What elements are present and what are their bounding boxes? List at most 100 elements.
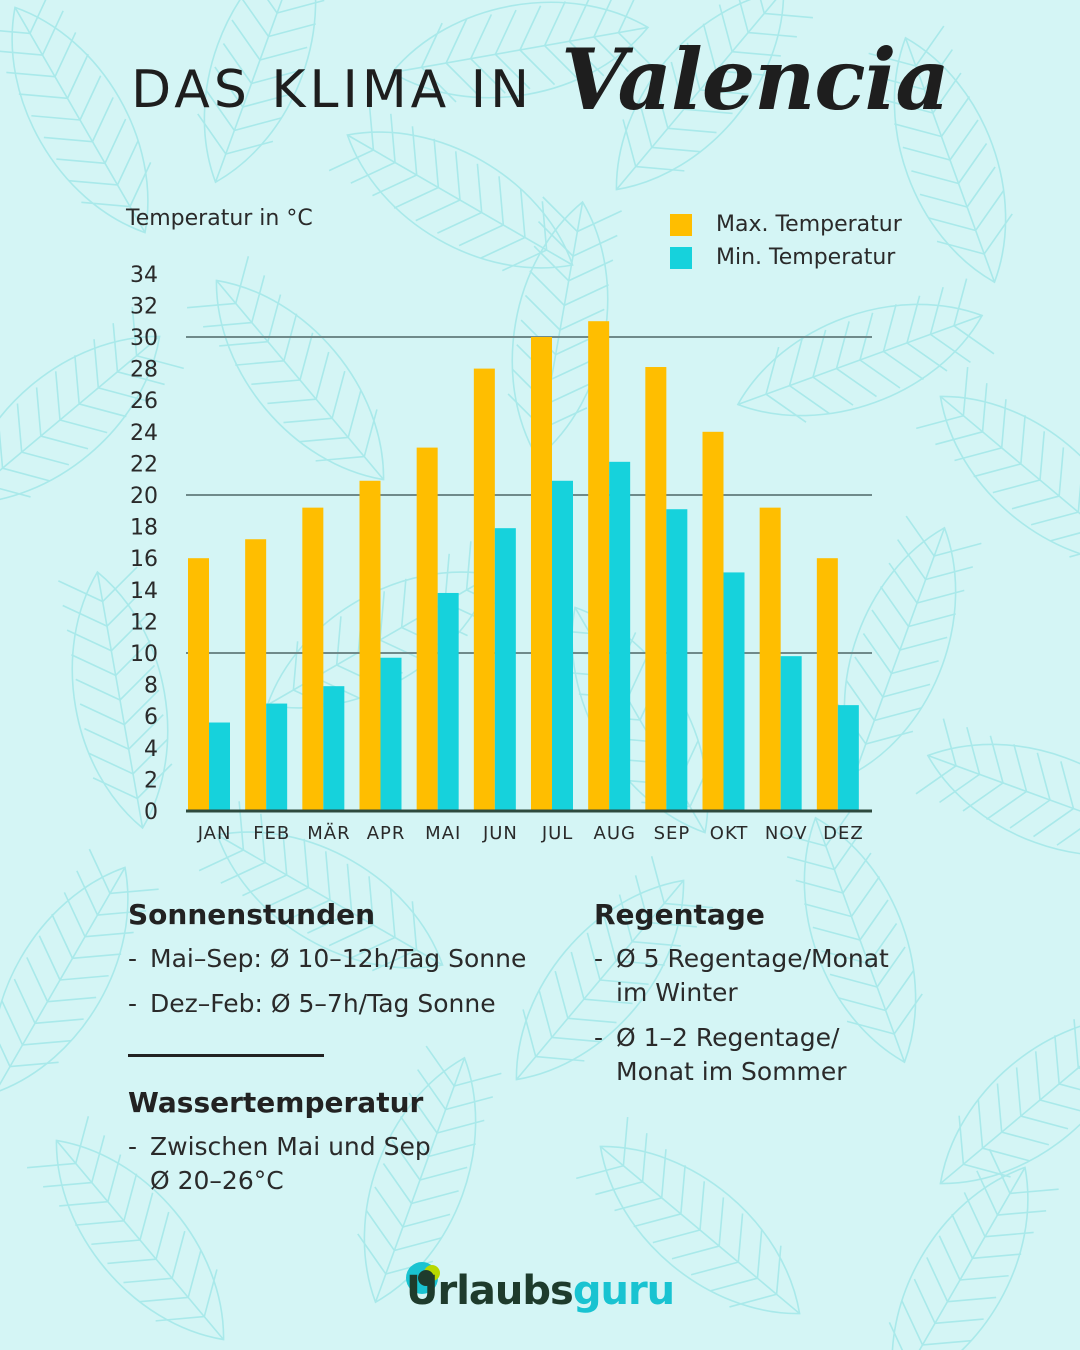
- leaf-shape: [0, 0, 152, 234]
- leaf-vein: [778, 832, 827, 847]
- leaf-vein: [812, 376, 854, 406]
- leaf-vein: [97, 910, 147, 916]
- leaf-vein: [718, 1197, 725, 1247]
- leaf-vein: [1069, 543, 1080, 558]
- leaf-vein: [846, 1020, 895, 1035]
- leaf-vein: [546, 382, 592, 405]
- leaf-vein: [13, 978, 36, 1024]
- leaf-vein: [116, 140, 139, 186]
- legend-item-min: Min. Temperatur: [670, 241, 902, 274]
- leaf-vein: [599, 979, 649, 986]
- leaf-vein: [382, 1163, 413, 1204]
- leaf-vein: [997, 1210, 1047, 1216]
- sun-section-title: Sonnenstunden: [128, 898, 376, 931]
- leaf-vein: [267, 294, 282, 342]
- x-tick-label: DEZ: [823, 823, 864, 844]
- leaf-vein: [865, 730, 914, 745]
- leaf-vein: [973, 463, 1022, 478]
- bullet-dash: -: [594, 1023, 604, 1052]
- leaf-vein: [919, 193, 968, 208]
- leaf-vein: [235, 360, 285, 366]
- leaf-vein: [1054, 1035, 1060, 1085]
- leaf-vein: [91, 97, 114, 142]
- leaf-vein: [379, 591, 386, 641]
- leaf-vein: [2, 467, 50, 482]
- leaf-vein: [131, 307, 138, 356]
- leaf-vein: [58, 580, 103, 603]
- leaf-vein: [75, 678, 121, 701]
- leaf-vein: [664, 902, 713, 909]
- leaf-vein: [632, 940, 681, 947]
- leaf-vein: [234, 256, 250, 304]
- leaf-vein: [976, 1170, 999, 1216]
- leaf-vein: [315, 455, 365, 462]
- leaf-vein: [533, 245, 570, 282]
- leaf-outline: [939, 1015, 1080, 1185]
- leaf-vein: [915, 765, 957, 795]
- leaf-vein: [350, 936, 396, 959]
- leaf-vein: [324, 851, 331, 901]
- leaf-vein: [0, 1022, 11, 1067]
- leaf-vein: [242, 93, 291, 108]
- leaf-vein: [1020, 1115, 1069, 1130]
- leaf-vein: [38, 935, 61, 981]
- legend-item-max: Max. Temperatur: [670, 208, 902, 241]
- leaf-vein: [667, 127, 717, 134]
- leaf-vein: [411, 901, 418, 951]
- leaf-vein: [989, 735, 1004, 784]
- leaf-vein: [935, 431, 983, 446]
- leaf-vein: [59, 974, 109, 981]
- x-tick-label: JUL: [541, 823, 574, 844]
- leaf-vein: [986, 790, 1027, 821]
- leaf-vein: [1039, 431, 1046, 481]
- leaf-shape: [0, 307, 184, 505]
- leaf-vein: [368, 876, 375, 926]
- leaf-vein: [894, 1167, 1026, 1350]
- leaf-vein: [1060, 761, 1075, 809]
- leaf-vein: [804, 903, 852, 918]
- leaf-vein: [939, 1015, 1080, 1185]
- x-tick-label: APR: [367, 823, 406, 844]
- leaf-vein: [123, 689, 160, 726]
- leaf-vein: [699, 1181, 706, 1231]
- leaf-vein: [652, 1229, 701, 1244]
- leaf-vein: [543, 1, 566, 46]
- bar-max: [816, 558, 838, 811]
- leaf-vein: [98, 387, 146, 402]
- leaf-shape: [0, 848, 159, 1094]
- leaf-shape: [736, 278, 995, 423]
- leaf-vein: [106, 591, 143, 627]
- logo-text-urlaubs: Urlaubs: [406, 1268, 574, 1314]
- leaf-vein: [939, 773, 980, 804]
- leaf-vein: [938, 1235, 961, 1281]
- leaf-vein: [1000, 399, 1007, 448]
- leaf-vein: [109, 888, 159, 895]
- leaf-vein: [66, 53, 89, 99]
- leaf-vein: [977, 1099, 984, 1149]
- leaf-vein: [614, 1197, 662, 1212]
- leaf-vein: [203, 321, 252, 328]
- bar-min: [552, 480, 573, 811]
- leaf-vein: [626, 653, 649, 699]
- bar-min: [209, 722, 230, 811]
- leaf-outline: [0, 866, 129, 1094]
- leaf-vein: [372, 174, 418, 197]
- y-tick-label: 18: [130, 516, 158, 541]
- leaf-vein: [283, 417, 333, 424]
- leaf-vein: [92, 777, 138, 800]
- leaf-vein: [838, 997, 886, 1012]
- leaf-vein: [139, 1192, 154, 1241]
- leaf-vein: [43, 1181, 92, 1188]
- y-tick-label: 24: [130, 421, 158, 446]
- leaf-vein: [940, 96, 971, 137]
- y-tick-label: 4: [144, 737, 158, 762]
- leaf-vein: [544, 45, 580, 81]
- leaf-vein: [54, 371, 61, 421]
- leaf-vein: [905, 515, 935, 557]
- leaf-vein: [732, 50, 781, 57]
- leaf-vein: [40, 435, 89, 450]
- leaf-vein: [729, 1293, 777, 1308]
- y-tick-label: 30: [130, 326, 158, 351]
- leaf-vein: [411, 1190, 459, 1205]
- leaf-vein: [524, 294, 561, 331]
